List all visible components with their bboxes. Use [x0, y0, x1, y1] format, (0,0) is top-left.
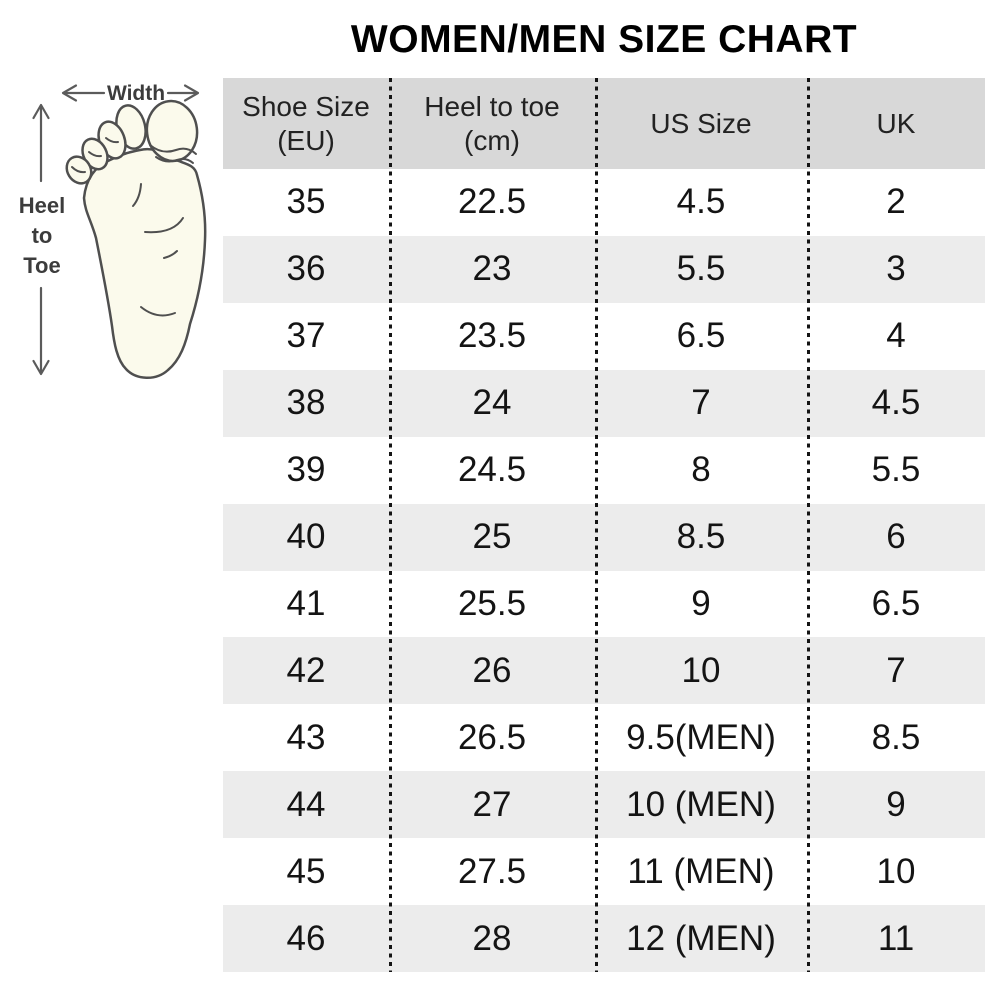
- table-row: 42 26 10 7: [223, 637, 985, 705]
- table-cell: 42: [286, 650, 326, 690]
- table-row: 37 23.5 6.5 4: [223, 302, 985, 370]
- table-cell: 2: [886, 182, 906, 222]
- table-row: 46 28 12 (MEN) 11: [223, 905, 985, 973]
- column-header-us-size: US Size: [595, 78, 807, 169]
- table-cell: 23.5: [457, 316, 527, 356]
- table-row: 35 22.5 4.5 2: [223, 169, 985, 236]
- table-cell: 25.5: [457, 583, 527, 623]
- heel-to-toe-label-line1: Heel: [19, 193, 65, 218]
- table-cell: 8.5: [676, 517, 726, 557]
- column-header-heel-to-toe-cm: Heel to toe (cm): [389, 78, 595, 169]
- table-cell: 6.5: [871, 583, 921, 623]
- table-cell: 45: [286, 851, 326, 891]
- table-row: 38 24 7 4.5: [223, 369, 985, 437]
- table-row: 39 24.5 8 5.5: [223, 436, 985, 504]
- table-cell: 10: [681, 650, 721, 690]
- table-cell: 10 (MEN): [626, 784, 776, 824]
- table-cell: 24: [472, 383, 512, 423]
- table-cell: 7: [886, 650, 906, 690]
- table-cell: 36: [286, 249, 326, 289]
- table-cell: 37: [286, 316, 326, 356]
- column-header-uk: UK: [807, 78, 985, 169]
- table-row: 40 25 8.5 6: [223, 503, 985, 571]
- table-cell: 24.5: [457, 450, 527, 490]
- table-cell: 4.5: [871, 383, 921, 423]
- table-body: 35 22.5 4.5 2 36 23 5.5 3 37 23.5 6.5 4 38 24 7 4.5 39 24…: [223, 169, 985, 973]
- table-cell: 25: [472, 517, 512, 557]
- table-cell: 41: [286, 583, 326, 623]
- table-cell: 4.5: [676, 182, 726, 222]
- table-cell: 27.5: [457, 851, 527, 891]
- header-line: UK: [876, 107, 916, 139]
- table-cell: 8.5: [871, 717, 921, 757]
- heel-to-toe-arrow: [32, 103, 50, 376]
- foot-sole-illustration: Width Heel to Toe: [19, 82, 207, 379]
- table-row: 44 27 10 (MEN) 9: [223, 771, 985, 839]
- table-row: 43 26.5 9.5(MEN) 8.5: [223, 704, 985, 772]
- table-cell: 11: [877, 918, 915, 958]
- little-toe: [65, 155, 93, 185]
- heel-to-toe-label-line2: to: [32, 223, 53, 248]
- table-cell: 10: [876, 851, 916, 891]
- page-title: WOMEN/MEN SIZE CHART: [350, 18, 858, 61]
- header-line: (EU): [277, 124, 335, 156]
- table-cell: 6.5: [676, 316, 726, 356]
- foot-creases: [71, 137, 197, 317]
- table-cell: 8: [691, 450, 711, 490]
- header-line: Heel to toe: [424, 90, 560, 122]
- width-arrow: [61, 84, 200, 102]
- table-cell: 26.5: [457, 717, 527, 757]
- table-cell: 39: [286, 450, 326, 490]
- column-divider: [595, 78, 598, 972]
- width-label: Width: [107, 82, 165, 105]
- table-cell: 3: [886, 249, 906, 289]
- table-cell: 22.5: [457, 182, 527, 222]
- table-cell: 5.5: [676, 249, 726, 289]
- size-chart-table: Shoe Size (EU) Heel to toe (cm) US Size …: [223, 78, 985, 973]
- column-divider: [389, 78, 392, 972]
- table-cell: 40: [286, 517, 326, 557]
- header-line: Shoe Size: [242, 90, 370, 122]
- header-line: US Size: [650, 107, 752, 139]
- table-cell: 27: [472, 784, 512, 824]
- table-cell: 9: [886, 784, 906, 824]
- table-cell: 4: [886, 316, 906, 356]
- foot-measurement-diagram: Width Heel to Toe: [0, 72, 222, 402]
- table-cell: 43: [286, 717, 326, 757]
- table-row: 45 27.5 11 (MEN) 10: [223, 838, 985, 906]
- table-cell: 6: [886, 517, 906, 557]
- table-cell: 5.5: [871, 450, 921, 490]
- table-cell: 9: [691, 583, 711, 623]
- table-cell: 9.5(MEN): [626, 717, 776, 757]
- column-divider: [807, 78, 810, 972]
- table-cell: 7: [691, 383, 711, 423]
- foot-outline: [65, 99, 207, 379]
- table-cell: 38: [286, 383, 326, 423]
- table-cell: 35: [286, 182, 326, 222]
- table-row: 36 23 5.5 3: [223, 235, 985, 303]
- column-header-shoe-size-eu: Shoe Size (EU): [223, 78, 389, 169]
- heel-to-toe-label: Heel to Toe: [19, 193, 65, 278]
- table-cell: 46: [286, 918, 326, 958]
- table-cell: 26: [472, 650, 512, 690]
- table-cell: 12 (MEN): [626, 918, 776, 958]
- table-cell: 28: [472, 918, 512, 958]
- table-row: 41 25.5 9 6.5: [223, 570, 985, 638]
- table-cell: 23: [472, 249, 512, 289]
- table-header-row: Shoe Size (EU) Heel to toe (cm) US Size …: [223, 78, 985, 169]
- heel-to-toe-label-line3: Toe: [23, 253, 60, 278]
- table-cell: 44: [286, 784, 326, 824]
- table-cell: 11 (MEN): [627, 851, 775, 891]
- header-line: (cm): [464, 124, 520, 156]
